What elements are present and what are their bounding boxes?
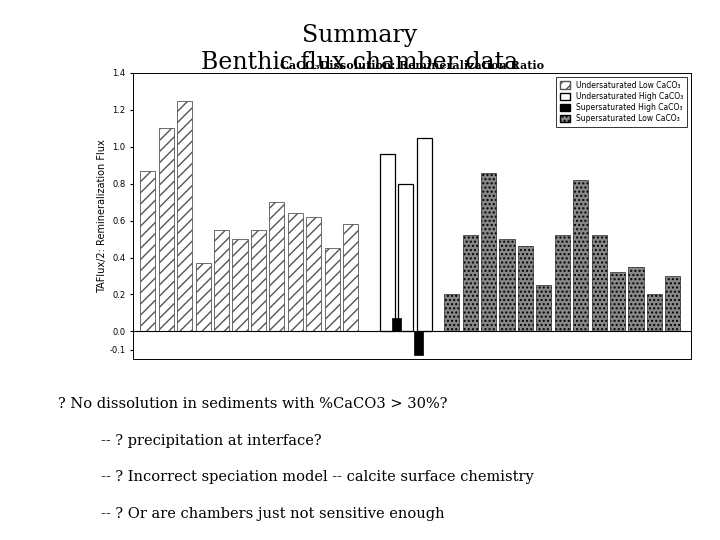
- Bar: [233, 239, 248, 332]
- Bar: [269, 202, 284, 332]
- Bar: [140, 171, 156, 332]
- Bar: [554, 235, 570, 332]
- Bar: [444, 294, 459, 332]
- Bar: [536, 285, 552, 332]
- Bar: [481, 173, 496, 332]
- Text: -- ? Incorrect speciation model -- calcite surface chemistry: -- ? Incorrect speciation model -- calci…: [101, 470, 534, 484]
- Legend: Undersaturated Low CaCO₃, Undersaturated High CaCO₃, Supersaturated High CaCO₃, : Undersaturated Low CaCO₃, Undersaturated…: [556, 77, 688, 127]
- Bar: [288, 213, 303, 332]
- Bar: [518, 246, 533, 332]
- Text: Summary: Summary: [302, 24, 418, 48]
- Text: Benthic flux chamber data: Benthic flux chamber data: [202, 51, 518, 75]
- Bar: [647, 294, 662, 332]
- Text: -- ? precipitation at interface?: -- ? precipitation at interface?: [101, 434, 321, 448]
- Bar: [306, 217, 321, 332]
- Y-axis label: TAFlux/2: Remineralization Flux: TAFlux/2: Remineralization Flux: [96, 139, 107, 293]
- Bar: [398, 184, 413, 332]
- Bar: [592, 235, 607, 332]
- Bar: [177, 100, 192, 332]
- Bar: [159, 129, 174, 332]
- Bar: [629, 267, 644, 332]
- Bar: [463, 235, 478, 332]
- Bar: [392, 319, 401, 332]
- Bar: [665, 276, 680, 332]
- Bar: [417, 138, 432, 332]
- Bar: [573, 180, 588, 332]
- Bar: [196, 263, 211, 332]
- Bar: [343, 224, 358, 332]
- Bar: [251, 230, 266, 332]
- Text: ? No dissolution in sediments with %CaCO3 > 30%?: ? No dissolution in sediments with %CaCO…: [58, 397, 447, 411]
- Bar: [415, 332, 423, 355]
- Bar: [610, 272, 625, 332]
- Text: -- ? Or are chambers just not sensitive enough: -- ? Or are chambers just not sensitive …: [101, 507, 444, 521]
- Bar: [379, 154, 395, 332]
- Title: CaCO₃Dissolution: Remineralization Ratio: CaCO₃Dissolution: Remineralization Ratio: [280, 60, 544, 71]
- Bar: [325, 248, 340, 332]
- Bar: [214, 230, 229, 332]
- Bar: [500, 239, 515, 332]
